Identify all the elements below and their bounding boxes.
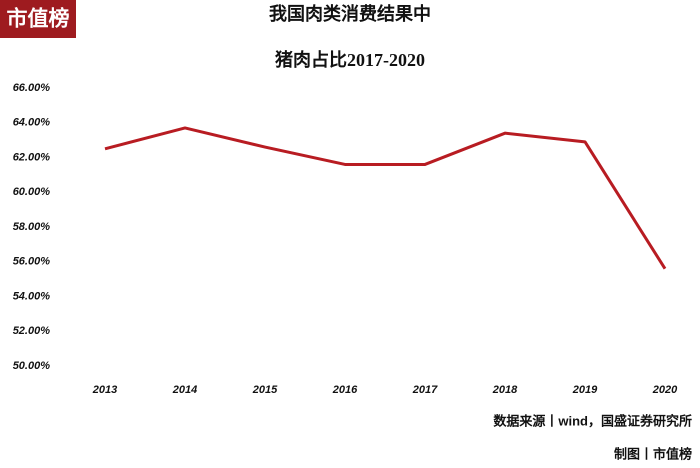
y-tick-label: 50.00% (13, 360, 51, 372)
y-tick-label: 56.00% (13, 256, 51, 268)
x-tick-label: 2019 (572, 384, 598, 396)
chart-subtitle: 猪肉占比2017-2020 (274, 49, 425, 70)
y-tick-label: 58.00% (13, 221, 51, 233)
x-tick-label: 2013 (92, 384, 117, 396)
y-tick-label: 60.00% (13, 186, 51, 198)
y-tick-label: 52.00% (13, 325, 51, 337)
y-tick-label: 66.00% (13, 82, 51, 94)
y-tick-label: 62.00% (13, 151, 51, 163)
x-tick-label: 2016 (332, 384, 358, 396)
y-tick-label: 54.00% (13, 290, 51, 302)
credit: 制图丨市值榜 (614, 446, 692, 461)
chart-title: 我国肉类消费结果中 (269, 3, 431, 24)
x-tick-label: 2015 (252, 384, 278, 396)
logo: 市值榜 (7, 7, 70, 31)
x-tick-label: 2020 (652, 384, 678, 396)
y-tick-label: 64.00% (13, 117, 51, 129)
x-tick-label: 2014 (172, 384, 197, 396)
logo-box (0, 0, 76, 38)
source: 数据来源丨wind，国盛证券研究所 (493, 413, 692, 428)
x-tick-label: 2018 (492, 384, 518, 396)
line (104, 126, 667, 270)
x-tick-label: 2017 (412, 384, 438, 396)
